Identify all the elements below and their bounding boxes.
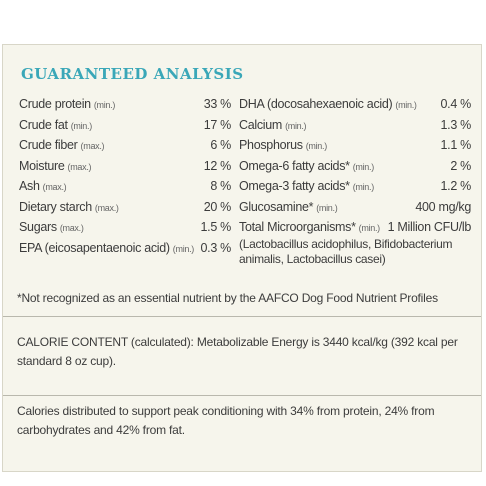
nutrient-row: DHA (docosahexaenoic acid) (min.) 0.4 % [239,97,471,118]
nutrient-value: 12 % [203,158,232,173]
nutrient-qualifier: (min.) [172,243,195,254]
nutrient-qualifier: (max.) [80,141,105,151]
nutrient-name: EPA (eicosapentaenoic acid) [19,240,170,255]
nutrient-value: 33 % [203,97,232,111]
nutrient-value: 2 % [450,158,471,173]
nutrient-value: 0.3 % [200,240,232,255]
nutrient-row: Omega-3 fatty acids* (min.) 1.2 % [239,179,471,200]
nutrient-qualifier: (min.) [395,100,417,110]
analysis-panel: GUARANTEED ANALYSIS Crude protein (min.) 3… [2,44,482,472]
nutrient-row: Omega-6 fatty acids* (min.) 2 % [239,159,471,180]
nutrient-row: Total Microorganisms* (min.) 1 Million CFU… [239,220,471,241]
nutrient-row: Ash (max.) 8 % [19,179,231,200]
nutrient-qualifier: (min.) [352,161,375,172]
nutrient-qualifier: (min.) [358,223,381,233]
nutrient-row: Crude fat (min.) 17 % [19,118,231,139]
nutrient-name: Omega-6 fatty acids* [239,158,350,173]
nutrient-name: Dietary starch [19,199,92,214]
nutrient-name: Glucosamine* [239,199,314,214]
separator [3,395,481,396]
nutrient-value: 1.5 % [200,220,232,234]
footnote: *Not recognized as an essential nutrient… [17,291,438,305]
nutrient-row: Calcium (min.) 1.3 % [239,118,471,139]
nutrient-value: 1.2 % [440,179,472,193]
nutrient-row: Crude protein (min.) 33 % [19,97,231,118]
nutrient-name: Crude protein [19,97,91,111]
nutrient-row: Moisture (max.) 12 % [19,159,231,180]
nutrient-name: Moisture [19,158,65,173]
nutrient-name: Total Microorganisms* [239,220,356,234]
nutrient-qualifier: (min.) [285,120,307,131]
nutrient-name: Crude fiber [19,138,78,152]
nutrient-value: 1.3 % [440,117,472,132]
nutrient-name: Calcium [239,117,283,132]
separator [3,316,481,317]
nutrient-row: Sugars (max.) 1.5 % [19,220,231,241]
nutrient-qualifier: (min.) [93,100,116,110]
nutrient-value: 20 % [203,199,232,214]
right-column: DHA (docosahexaenoic acid) (min.) 0.4 % Cal… [239,97,471,267]
nutrient-row: EPA (eicosapentaenoic acid) (min.) 0.3 % [19,241,231,262]
nutrient-qualifier: (min.) [316,202,338,213]
nutrient-value: 17 % [203,117,232,132]
nutrient-qualifier: (max.) [67,161,92,172]
nutrient-row: Crude fiber (max.) 6 % [19,138,231,159]
nutrient-value: 8 % [210,179,231,193]
nutrient-name: DHA (docosahexaenoic acid) [239,97,393,111]
nutrient-qualifier: (min.) [70,120,93,131]
nutrient-value: 1 Million CFU/lb [387,220,472,234]
nutrient-name: Phosphorus [239,138,303,152]
calorie-distribution: Calories distributed to support peak con… [17,404,435,437]
nutrient-qualifier: (max.) [94,202,119,213]
nutrient-name: Crude fat [19,117,68,132]
nutrient-name: Sugars [19,220,57,234]
calorie-content: CALORIE CONTENT (calculated): Metaboliza… [17,335,458,368]
nutrient-value: 6 % [210,138,231,152]
nutrient-name: Omega-3 fatty acids* [239,179,350,193]
nutrient-qualifier: (max.) [42,182,67,192]
nutrient-qualifier: (min.) [305,141,328,151]
left-column: Crude protein (min.) 33 % Crude fat (min.) 17… [19,97,231,261]
nutrient-value: 400 mg/kg [415,199,471,214]
nutrient-qualifier: (min.) [352,182,375,192]
nutrient-value: 1.1 % [440,138,472,152]
nutrient-name: Ash [19,179,40,193]
nutrient-qualifier: (max.) [59,223,84,233]
nutrient-row: Glucosamine* (min.) 400 mg/kg [239,200,471,221]
nutrient-note: (Lactobacillus acidophilus, Bifidobacter… [239,236,453,266]
nutrient-row: Dietary starch (max.) 20 % [19,200,231,221]
nutrient-value: 0.4 % [440,97,472,111]
nutrient-row: Phosphorus (min.) 1.1 % [239,138,471,159]
section-title: GUARANTEED ANALYSIS [21,65,244,83]
